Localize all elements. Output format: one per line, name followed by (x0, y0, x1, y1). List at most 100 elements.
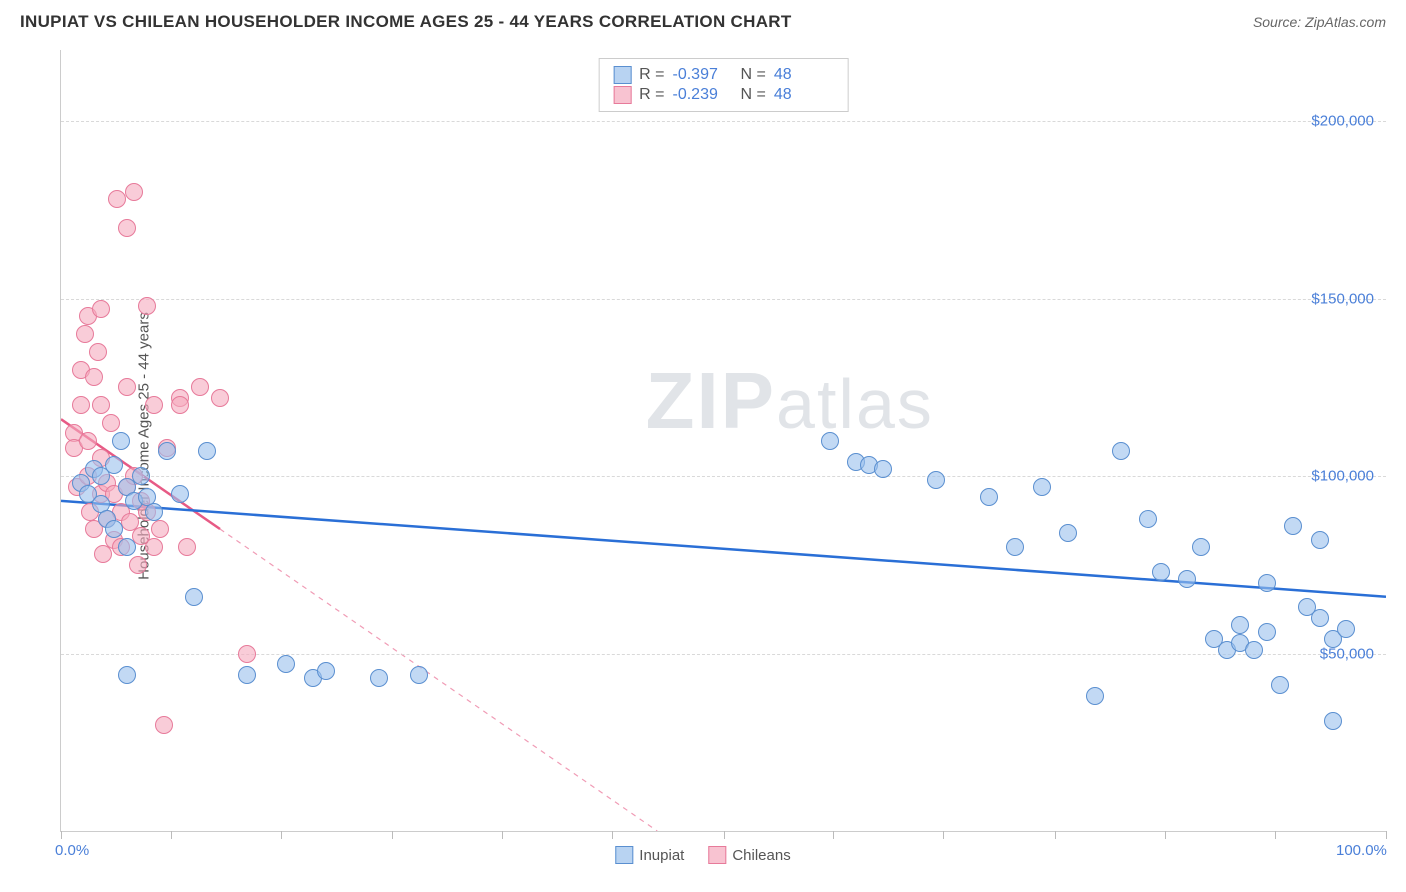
data-point-blue (105, 520, 123, 538)
gridline (61, 121, 1386, 122)
data-point-blue (1139, 510, 1157, 528)
ytick-label: $150,000 (1311, 290, 1374, 307)
data-point-pink (92, 300, 110, 318)
xtick (171, 831, 172, 839)
xtick (61, 831, 62, 839)
data-point-blue (145, 503, 163, 521)
data-point-blue (1271, 676, 1289, 694)
data-point-blue (874, 460, 892, 478)
xtick (1275, 831, 1276, 839)
data-point-blue (317, 662, 335, 680)
data-point-pink (138, 297, 156, 315)
data-point-pink (89, 343, 107, 361)
data-point-pink (191, 378, 209, 396)
chart-title: INUPIAT VS CHILEAN HOUSEHOLDER INCOME AG… (20, 12, 792, 32)
data-point-blue (1258, 623, 1276, 641)
stat-r-label-2: R = (639, 86, 664, 104)
xtick (833, 831, 834, 839)
data-point-pink (79, 432, 97, 450)
data-point-blue (238, 666, 256, 684)
stats-row-chileans: R = -0.239 N = 48 (613, 85, 834, 105)
xtick-label: 100.0% (1336, 842, 1387, 859)
xtick (1386, 831, 1387, 839)
stat-n-chileans: 48 (774, 86, 834, 104)
legend-swatch-pink-icon (708, 846, 726, 864)
data-point-pink (151, 520, 169, 538)
trend-lines (61, 50, 1386, 831)
legend-label-chileans: Chileans (732, 847, 790, 864)
xtick (392, 831, 393, 839)
data-point-pink (72, 396, 90, 414)
gridline (61, 654, 1386, 655)
data-point-pink (76, 325, 94, 343)
xtick (1165, 831, 1166, 839)
stat-n-label: N = (741, 66, 766, 84)
data-point-blue (198, 442, 216, 460)
legend-item-chileans: Chileans (708, 846, 790, 864)
legend-swatch-blue-icon (615, 846, 633, 864)
watermark: ZIP atlas (646, 355, 934, 447)
stat-r-chileans: -0.239 (673, 86, 733, 104)
data-point-blue (1311, 531, 1329, 549)
data-point-blue (1231, 616, 1249, 634)
xtick (502, 831, 503, 839)
data-point-blue (112, 432, 130, 450)
gridline (61, 476, 1386, 477)
xtick (943, 831, 944, 839)
data-point-blue (1324, 712, 1342, 730)
data-point-pink (118, 378, 136, 396)
data-point-blue (1152, 563, 1170, 581)
data-point-blue (1337, 620, 1355, 638)
data-point-pink (211, 389, 229, 407)
data-point-pink (92, 396, 110, 414)
data-point-pink (178, 538, 196, 556)
correlation-stats-box: R = -0.397 N = 48 R = -0.239 N = 48 (598, 58, 849, 112)
data-point-blue (927, 471, 945, 489)
data-point-blue (1059, 524, 1077, 542)
xtick-label: 0.0% (55, 842, 89, 859)
data-point-pink (238, 645, 256, 663)
data-point-blue (1192, 538, 1210, 556)
data-point-blue (1112, 442, 1130, 460)
ytick-label: $100,000 (1311, 468, 1374, 485)
data-point-blue (105, 456, 123, 474)
data-point-blue (277, 655, 295, 673)
data-point-blue (1086, 687, 1104, 705)
swatch-blue-icon (613, 66, 631, 84)
data-point-blue (158, 442, 176, 460)
stat-n-inupiat: 48 (774, 66, 834, 84)
xtick (1055, 831, 1056, 839)
data-point-blue (1178, 570, 1196, 588)
data-point-pink (155, 716, 173, 734)
data-point-pink (85, 368, 103, 386)
legend: Inupiat Chileans (615, 846, 790, 864)
data-point-pink (102, 414, 120, 432)
data-point-pink (108, 190, 126, 208)
data-point-pink (118, 219, 136, 237)
xtick (281, 831, 282, 839)
chart-header: INUPIAT VS CHILEAN HOUSEHOLDER INCOME AG… (0, 0, 1406, 38)
xtick (724, 831, 725, 839)
gridline (61, 299, 1386, 300)
data-point-pink (171, 396, 189, 414)
data-point-blue (132, 467, 150, 485)
data-point-pink (129, 556, 147, 574)
data-point-blue (821, 432, 839, 450)
data-point-blue (1284, 517, 1302, 535)
swatch-pink-icon (613, 86, 631, 104)
data-point-pink (145, 538, 163, 556)
data-point-pink (125, 183, 143, 201)
ytick-label: $200,000 (1311, 113, 1374, 130)
data-point-blue (1258, 574, 1276, 592)
stat-r-label: R = (639, 66, 664, 84)
data-point-blue (410, 666, 428, 684)
xtick (612, 831, 613, 839)
data-point-blue (1033, 478, 1051, 496)
data-point-blue (185, 588, 203, 606)
data-point-pink (145, 396, 163, 414)
legend-label-inupiat: Inupiat (639, 847, 684, 864)
watermark-light: atlas (776, 364, 934, 444)
data-point-blue (370, 669, 388, 687)
data-point-blue (1006, 538, 1024, 556)
stat-r-inupiat: -0.397 (673, 66, 733, 84)
